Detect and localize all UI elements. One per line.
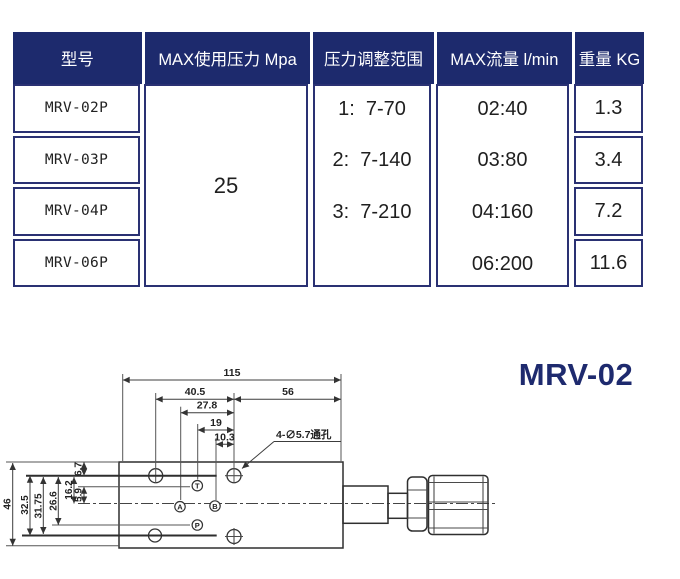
port-t-circle — [191, 479, 204, 492]
pressure-range-1: 1: 7-70 — [338, 98, 406, 120]
dim-27-8: 27.8 — [197, 400, 218, 412]
adjustment-knob — [427, 474, 489, 536]
technical-drawing: T A B P 115 40.5 56 27.8 19 — [3, 367, 497, 549]
pressure-range-3: 3: 7-210 — [332, 201, 412, 223]
hole-note-label: 4-∅5.7通孔 — [276, 428, 332, 441]
port-labels: T A B P — [174, 479, 221, 531]
header-cell-max-pressure: MAX使用压力 Mpa — [144, 32, 314, 84]
flow-value-3: 04:160 — [471, 201, 534, 223]
port-a-circle — [174, 500, 186, 513]
dim-46: 46 — [3, 498, 14, 510]
valve-stem — [342, 485, 389, 525]
valve-body-group — [118, 461, 489, 549]
left-dimension-lines: 46 32.5 31.75 26.6 16.2 5.9 6.7 — [3, 461, 217, 547]
port-b-label: B — [212, 502, 218, 511]
flow-value-4: 06:200 — [471, 253, 534, 275]
weight-cell-1: 1.3 — [574, 84, 643, 133]
dim-40-5: 40.5 — [185, 386, 206, 398]
pressure-range-2: 2: 7-140 — [332, 149, 412, 171]
port-a-label: A — [177, 503, 183, 512]
max-pressure-cell: 25 — [144, 84, 308, 287]
table-header-row: 型号 MAX使用压力 Mpa 压力调整范围 MAX流量 l/min 重量 KG — [13, 32, 644, 84]
dim-32-5: 32.5 — [20, 495, 31, 515]
model-cell-1: MRV-02P — [13, 84, 140, 133]
pressure-range-cell: 1: 7-70 2: 7-140 3: 7-210 — [313, 84, 431, 287]
weight-cell-4: 11.6 — [574, 239, 643, 287]
model-cell-2: MRV-03P — [13, 136, 140, 184]
dim-31-75: 31.75 — [33, 493, 44, 518]
dim-56: 56 — [282, 386, 294, 398]
top-dimension-lines: 115 40.5 56 27.8 19 10.3 4-∅5.7通孔 — [122, 367, 342, 500]
port-p-circle — [191, 519, 204, 531]
header-cell-max-flow: MAX流量 l/min — [436, 32, 575, 84]
dim-16-2: 16.2 — [64, 480, 75, 500]
model-cell-3: MRV-04P — [13, 187, 140, 236]
hole-note-callout: 4-∅5.7通孔 — [241, 428, 341, 469]
header-cell-model: 型号 — [13, 32, 145, 84]
weight-cell-2: 3.4 — [574, 136, 643, 184]
dim-19: 19 — [210, 417, 222, 429]
flow-value-2: 03:80 — [477, 149, 528, 171]
drawing-title: MRV-02 — [518, 357, 634, 392]
dim-10-3: 10.3 — [214, 432, 235, 444]
dim-26-6: 26.6 — [48, 491, 59, 511]
header-cell-weight: 重量 KG — [574, 32, 644, 84]
max-flow-cell: 02:40 03:80 04:160 06:200 — [436, 84, 569, 287]
header-cell-pressure-range: 压力调整范围 — [313, 32, 437, 84]
model-cell-4: MRV-06P — [13, 239, 140, 287]
dim-5-9: 5.9 — [74, 488, 85, 502]
dim-115: 115 — [224, 367, 241, 379]
weight-cell-3: 7.2 — [574, 187, 643, 236]
port-b-circle — [209, 500, 221, 512]
port-p-label: P — [195, 521, 200, 530]
port-t-label: T — [195, 482, 200, 491]
dim-6-7: 6.7 — [74, 462, 85, 476]
lock-collar — [406, 476, 428, 532]
flow-value-1: 02:40 — [477, 98, 528, 120]
stem-neck — [387, 492, 409, 520]
